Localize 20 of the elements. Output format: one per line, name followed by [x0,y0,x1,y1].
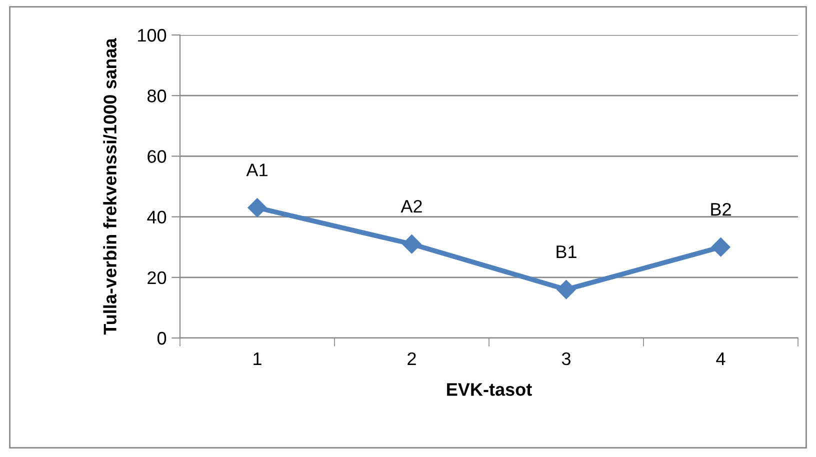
annotation: B1 [556,246,576,258]
x-tick-label: 2 [408,352,416,365]
annotation: A1 [246,164,268,176]
x-tick-label: 4 [716,352,726,365]
y-tick-label: 0 [157,332,166,345]
annotation: B2 [711,202,731,216]
x-axis-title: EVK-tasot [447,383,532,396]
x-tick-label: 3 [562,352,570,366]
point [402,234,422,254]
y-tick-label: 80 [148,90,166,102]
point [711,238,730,257]
y-tick-label: 20 [148,271,166,284]
annotation: A2 [400,200,422,213]
point [248,198,267,218]
y-tick-label: 100 [138,28,166,42]
y-tick-label: 40 [147,210,166,224]
y-tick-label: 60 [148,150,166,163]
x-tick-label: 1 [254,352,262,365]
y-axis-title: Tulla-verbin frekvenssi/1000 sanaa [103,38,117,335]
point [556,280,576,300]
